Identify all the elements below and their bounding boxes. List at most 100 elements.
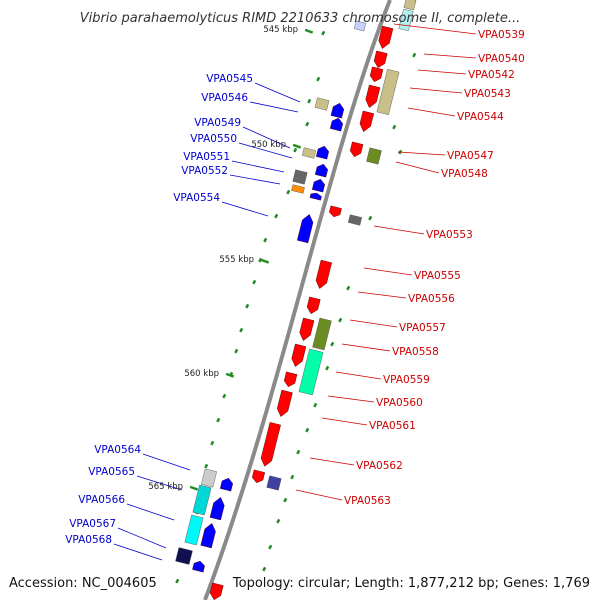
topology-summary: Topology: circular; Length: 1,877,212 bp…	[232, 576, 590, 591]
forward-gene-arrow	[283, 371, 298, 388]
kbp-label: 565 kbp	[148, 482, 183, 492]
forward-gene-label: VPA0559	[383, 374, 430, 386]
forward-gene-label: VPA0561	[369, 420, 416, 432]
tick-dot	[330, 341, 335, 347]
reverse-gene-label: VPA0545	[206, 73, 253, 85]
tick-dot	[290, 474, 295, 480]
forward-gene-arrow	[315, 259, 332, 289]
leader-line	[341, 343, 391, 352]
leader-line	[242, 126, 291, 149]
tick-dot	[239, 327, 244, 333]
feature-box-khaki	[403, 0, 417, 11]
feature-box-grey	[347, 214, 363, 226]
leader-line	[117, 527, 167, 549]
leader-line	[373, 225, 425, 235]
leader-line	[395, 161, 440, 174]
forward-gene-label: VPA0563	[344, 495, 391, 507]
leader-line	[249, 101, 299, 113]
leader-line	[136, 475, 183, 491]
feature-box-lightgrey	[201, 468, 217, 488]
feature-box-cyan	[184, 514, 204, 546]
leader-line	[363, 267, 413, 276]
tick-dot	[252, 279, 257, 285]
reverse-gene-label: VPA0567	[69, 518, 116, 530]
forward-gene-label: VPA0539	[478, 29, 525, 41]
forward-gene-arrow	[329, 205, 342, 218]
tick-dot	[293, 147, 298, 153]
reverse-gene-arrow	[219, 477, 233, 492]
tick-dot	[175, 578, 180, 584]
feature-box-orange	[291, 184, 305, 194]
forward-gene-arrow	[365, 84, 381, 108]
forward-gene-arrow	[306, 296, 321, 315]
tick-dot	[392, 124, 397, 130]
forward-gene-label: VPA0544	[457, 111, 504, 123]
leader-line	[221, 201, 269, 217]
tick-dot	[268, 544, 273, 550]
tick-dot	[222, 393, 227, 399]
feature-box-cyan	[398, 8, 414, 32]
forward-gene-label: VPA0558	[392, 346, 439, 358]
forward-gene-arrow	[209, 582, 224, 600]
feature-box-khaki	[376, 68, 400, 116]
leader-line	[335, 371, 382, 380]
reverse-gene-label: VPA0546	[201, 92, 248, 104]
feature-box-grey	[292, 169, 308, 185]
tick-dot	[368, 215, 373, 221]
tick-dot	[210, 440, 215, 446]
reverse-gene-label: VPA0566	[78, 494, 125, 506]
reverse-gene-arrow	[200, 523, 216, 549]
reverse-gene-arrow	[209, 497, 225, 521]
map-title: Vibrio parahaemolyticus RIMD 2210633 chr…	[80, 11, 521, 26]
forward-gene-label: VPA0562	[356, 460, 403, 472]
reverse-gene-label: VPA0565	[88, 466, 135, 478]
leader-line	[349, 319, 398, 328]
tick-dot	[338, 317, 343, 323]
tick-dot	[316, 76, 321, 82]
tick-dot	[258, 257, 263, 263]
leader-line	[229, 174, 281, 185]
tick-dot	[286, 189, 291, 195]
tick-dot	[245, 303, 250, 309]
accession-text: Accession: NC_004605	[9, 576, 157, 591]
tick-dot	[274, 213, 279, 219]
feature-box-cyan	[192, 484, 212, 516]
leader-line	[113, 543, 163, 561]
kbp-tick	[189, 485, 199, 491]
leader-line	[393, 23, 477, 35]
leader-line	[126, 503, 175, 521]
kbp-tick	[225, 372, 235, 378]
leader-line	[417, 69, 467, 75]
leader-line	[295, 489, 343, 501]
tick-dot	[262, 566, 267, 572]
feature-box-lavender	[353, 20, 367, 32]
tick-dot	[307, 98, 312, 104]
feature-box-navy	[175, 547, 193, 565]
leader-line	[254, 82, 301, 103]
kbp-label: 545 kbp	[263, 25, 298, 35]
leader-line	[357, 291, 407, 299]
gene-labels: VPA0539 VPA0540 VPA0542 VPA0543 VPA0544 VPA05…	[65, 29, 525, 546]
leader-line	[397, 151, 446, 156]
feature-box-khaki	[314, 97, 330, 111]
feature-box-slate	[266, 475, 282, 491]
tick-dot	[321, 30, 326, 36]
forward-gene-arrow	[252, 469, 266, 484]
forward-gene-arrow	[299, 317, 315, 341]
tick-dot	[283, 497, 288, 503]
tick-dot	[325, 365, 330, 371]
leader-line	[327, 395, 375, 403]
tick-dot	[276, 518, 281, 524]
leader-line	[423, 53, 477, 59]
tick-dot	[296, 449, 301, 455]
reverse-gene-arrow	[315, 145, 329, 160]
forward-gene-arrow	[349, 141, 364, 158]
forward-gene-label: VPA0560	[376, 397, 423, 409]
reverse-gene-arrow	[297, 214, 314, 244]
tick-dot	[263, 237, 268, 243]
leader-line	[142, 453, 191, 471]
forward-gene-arrow	[373, 50, 388, 69]
kbp-tick	[304, 28, 314, 34]
leader-line	[238, 142, 293, 159]
